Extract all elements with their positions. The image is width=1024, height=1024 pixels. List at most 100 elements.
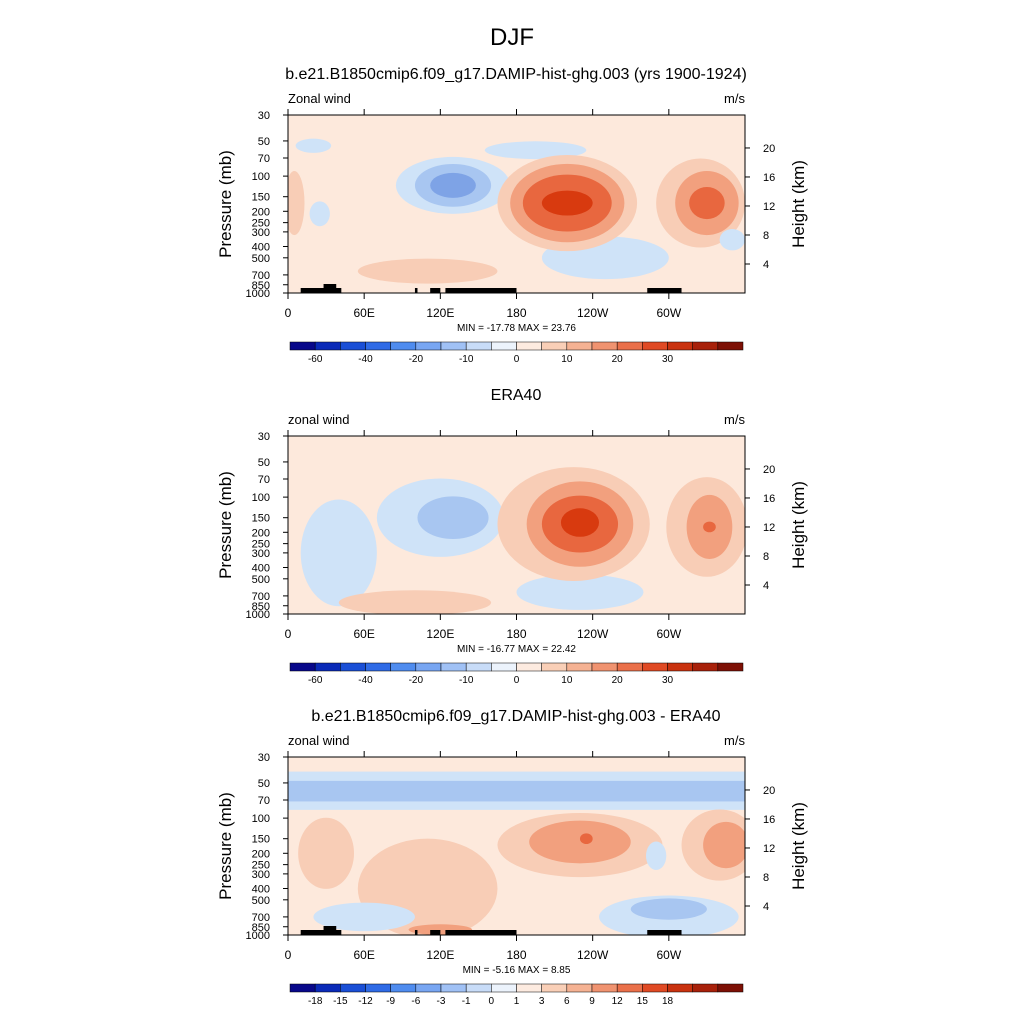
colorbar-label: 18	[662, 996, 674, 1007]
colorbar-swatch	[541, 662, 568, 672]
contour-upper-band-mid	[288, 780, 745, 802]
y-tick-label: 700	[252, 912, 270, 924]
colorbar-swatch	[566, 341, 593, 351]
y-tick-label: 150	[252, 513, 270, 525]
x-tick-label: 120W	[577, 627, 609, 641]
y2-tick-label: 12	[763, 843, 775, 855]
colorbar-swatch	[314, 983, 341, 993]
colorbar-swatch	[440, 662, 467, 672]
contour-field	[288, 115, 745, 293]
y-tick-label: 1000	[246, 609, 270, 621]
colorbar-swatch	[642, 341, 668, 351]
colorbar-swatch	[541, 983, 568, 993]
colorbar-swatch	[491, 983, 517, 993]
colorbar-label: -40	[358, 354, 373, 365]
colorbar-label: -10	[459, 675, 474, 686]
y-tick-label: 850	[252, 280, 270, 292]
colorbar-label: 12	[612, 996, 624, 1007]
colorbar-swatch	[365, 662, 391, 672]
topography-mark	[414, 930, 418, 935]
panel-1: b.e21.B1850cmip6.f09_g17.DAMIP-hist-ghg.…	[216, 66, 808, 365]
topography-mark	[647, 930, 682, 935]
y-tick-label: 1000	[246, 288, 270, 300]
topography-mark	[414, 288, 418, 293]
contour-lower-blue-west	[313, 902, 415, 932]
panels-group: b.e21.B1850cmip6.f09_g17.DAMIP-hist-ghg.…	[216, 66, 808, 1007]
colorbar-swatch	[465, 341, 492, 351]
contour-field	[288, 757, 745, 935]
y2-tick-label: 4	[763, 580, 769, 592]
y-tick-label: 400	[252, 562, 270, 574]
colorbar-swatch	[340, 662, 366, 672]
y-tick-label: 400	[252, 883, 270, 895]
contour-edge-orange	[288, 171, 305, 236]
colorbar-label: -60	[308, 675, 323, 686]
colorbar-label: -18	[308, 996, 323, 1007]
topography-mark	[300, 930, 342, 935]
y-tick-label: 300	[252, 869, 270, 881]
colorbar-label: 20	[612, 675, 624, 686]
colorbar-swatch	[440, 983, 467, 993]
variable-label: Zonal wind	[288, 91, 351, 106]
x-tick-label: 60W	[656, 306, 681, 320]
contour-field	[288, 436, 745, 614]
x-tick-label: 0	[285, 948, 292, 962]
colorbar-swatch	[591, 662, 618, 672]
y2-tick-label: 12	[763, 201, 775, 213]
colorbar-swatch	[491, 662, 517, 672]
colorbar-swatch	[340, 983, 366, 993]
colorbar-swatch	[465, 983, 492, 993]
colorbar-label: 9	[589, 996, 595, 1007]
colorbar-swatch	[566, 983, 593, 993]
x-tick-label: 180	[506, 306, 526, 320]
x-tick-label: 180	[506, 627, 526, 641]
x-tick-label: 60W	[656, 627, 681, 641]
colorbar-swatch	[415, 983, 442, 993]
colorbar-label: -3	[437, 996, 446, 1007]
contour-east-orange-core	[703, 821, 745, 869]
colorbar-label: 1	[514, 996, 520, 1007]
colorbar-label: 30	[662, 675, 674, 686]
contour-jet-orange-core	[579, 833, 593, 845]
y-tick-label: 70	[258, 795, 270, 807]
colorbar-swatch	[667, 341, 693, 351]
contour-west-orange	[298, 817, 355, 889]
colorbar-swatch	[591, 983, 618, 993]
units-label: m/s	[724, 412, 745, 427]
y-tick-label: 500	[252, 253, 270, 265]
colorbar-swatch	[365, 341, 391, 351]
colorbar-swatch	[717, 341, 744, 351]
x-tick-label: 60W	[656, 948, 681, 962]
units-label: m/s	[724, 91, 745, 106]
y-axis-title: Pressure (mb)	[216, 150, 235, 258]
colorbar-swatch	[289, 983, 316, 993]
y-tick-label: 1000	[246, 930, 270, 942]
y-tick-label: 700	[252, 591, 270, 603]
y2-axis-title: Height (km)	[789, 160, 808, 248]
colorbar-swatch	[692, 341, 719, 351]
variable-label: zonal wind	[288, 412, 349, 427]
colorbar-label: 15	[637, 996, 649, 1007]
panel-title: b.e21.B1850cmip6.f09_g17.DAMIP-hist-ghg.…	[285, 66, 747, 83]
y-tick-label: 200	[252, 848, 270, 860]
min-max-stats: MIN = -16.77 MAX = 22.42	[457, 644, 576, 655]
topography-mark	[430, 288, 441, 293]
y2-axis-title: Height (km)	[789, 802, 808, 890]
x-tick-label: 0	[285, 306, 292, 320]
y-tick-label: 100	[252, 813, 270, 825]
y2-tick-label: 8	[763, 872, 769, 884]
y-tick-label: 50	[258, 778, 270, 790]
x-tick-label: 120W	[577, 306, 609, 320]
colorbar-swatch	[340, 341, 366, 351]
colorbar-swatch	[667, 662, 693, 672]
colorbar-label: -1	[462, 996, 471, 1007]
panel-title: b.e21.B1850cmip6.f09_g17.DAMIP-hist-ghg.…	[311, 708, 720, 725]
contour-blue-core	[417, 496, 489, 540]
colorbar-label: -20	[409, 354, 424, 365]
contour-upper-blue	[484, 141, 587, 160]
panel-title: ERA40	[491, 387, 542, 404]
contour-small-blue	[645, 841, 667, 871]
y-tick-label: 70	[258, 153, 270, 165]
y-tick-label: 500	[252, 574, 270, 586]
contour-jet2-core	[689, 187, 725, 220]
